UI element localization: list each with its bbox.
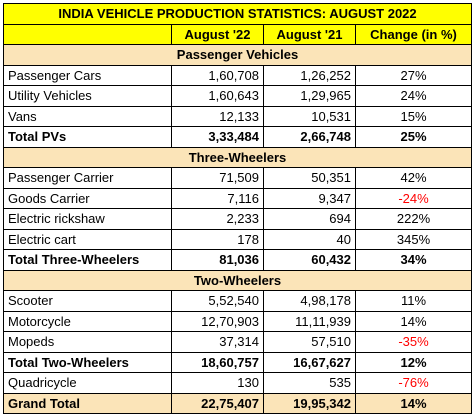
value-aug22: 5,52,540 <box>171 290 264 312</box>
value-change: -24% <box>354 187 473 209</box>
value-aug22: 130 <box>171 372 264 394</box>
grand-total-row: Grand Total 22,75,407 19,95,342 14% <box>3 392 473 414</box>
value-aug21: 16,67,627 <box>263 351 356 373</box>
section-header-row: Two-Wheelers <box>2 269 473 291</box>
value-aug21: 50,351 <box>263 167 356 189</box>
table-row: Goods Carrier 7,116 9,347 -24% <box>3 187 473 209</box>
value-aug21: 694 <box>263 208 356 230</box>
value-change: 15% <box>354 105 473 127</box>
section-header: Two-Wheelers <box>2 269 473 291</box>
value-change: 14% <box>354 310 473 332</box>
value-change: 25% <box>354 126 473 148</box>
value-change: 345% <box>354 228 473 250</box>
row-label: Scooter <box>3 290 172 312</box>
table-row: Mopeds 37,314 57,510 -35% <box>3 331 473 353</box>
value-aug22: 81,036 <box>171 249 264 271</box>
table-row: Passenger Carrier 71,509 50,351 42% <box>3 167 473 189</box>
row-label: Electric cart <box>3 228 172 250</box>
table-row: Electric rickshaw 2,233 694 222% <box>3 208 473 230</box>
value-aug21: 19,95,342 <box>263 392 356 414</box>
row-label: Utility Vehicles <box>3 85 172 107</box>
value-change: 12% <box>354 351 473 373</box>
column-header-row: August '22 August '21 Change (in %) <box>3 23 473 45</box>
total-row: Total Three-Wheelers 81,036 60,432 34% <box>3 249 473 271</box>
production-table: INDIA VEHICLE PRODUCTION STATISTICS: AUG… <box>2 3 473 414</box>
value-aug21: 40 <box>263 228 356 250</box>
value-change: 42% <box>354 167 473 189</box>
table-title-row: INDIA VEHICLE PRODUCTION STATISTICS: AUG… <box>2 3 473 25</box>
value-aug22: 12,70,903 <box>171 310 264 332</box>
section-header-row: Passenger Vehicles <box>2 44 473 66</box>
value-aug21: 11,11,939 <box>263 310 356 332</box>
total-row: Total Two-Wheelers 18,60,757 16,67,627 12% <box>3 351 473 373</box>
value-aug21: 10,531 <box>263 105 356 127</box>
value-change: -35% <box>354 331 473 353</box>
value-aug22: 18,60,757 <box>171 351 264 373</box>
column-header-aug21: August '21 <box>263 23 356 45</box>
value-aug21: 9,347 <box>263 187 356 209</box>
value-change: 34% <box>354 249 473 271</box>
value-change: 27% <box>354 64 473 86</box>
value-change: 14% <box>354 392 473 414</box>
row-label: Grand Total <box>3 392 172 414</box>
section-header: Passenger Vehicles <box>2 44 473 66</box>
section-header: Three-Wheelers <box>2 146 473 168</box>
value-aug22: 2,233 <box>171 208 264 230</box>
value-aug22: 22,75,407 <box>171 392 264 414</box>
table-row: Motorcycle 12,70,903 11,11,939 14% <box>3 310 473 332</box>
table-row: Utility Vehicles 1,60,643 1,29,965 24% <box>3 85 473 107</box>
total-row: Total PVs 3,33,484 2,66,748 25% <box>3 126 473 148</box>
value-change: 222% <box>354 208 473 230</box>
table-row: Electric cart 178 40 345% <box>3 228 473 250</box>
value-aug21: 57,510 <box>263 331 356 353</box>
value-change: 24% <box>354 85 473 107</box>
value-aug22: 178 <box>171 228 264 250</box>
row-label: Total Three-Wheelers <box>3 249 172 271</box>
value-aug21: 1,29,965 <box>263 85 356 107</box>
value-change: -76% <box>354 372 473 394</box>
row-label: Motorcycle <box>3 310 172 332</box>
value-aug21: 60,432 <box>263 249 356 271</box>
value-aug22: 1,60,708 <box>171 64 264 86</box>
table-row: Vans 12,133 10,531 15% <box>3 105 473 127</box>
value-aug21: 2,66,748 <box>263 126 356 148</box>
row-label: Vans <box>3 105 172 127</box>
value-aug22: 3,33,484 <box>171 126 264 148</box>
row-label: Goods Carrier <box>3 187 172 209</box>
row-label: Quadricycle <box>3 372 172 394</box>
row-label: Total Two-Wheelers <box>3 351 172 373</box>
value-aug22: 7,116 <box>171 187 264 209</box>
table-row: Scooter 5,52,540 4,98,178 11% <box>3 290 473 312</box>
row-label: Total PVs <box>3 126 172 148</box>
value-aug21: 1,26,252 <box>263 64 356 86</box>
value-aug22: 37,314 <box>171 331 264 353</box>
value-change: 11% <box>354 290 473 312</box>
column-header-change: Change (in %) <box>354 23 473 45</box>
section-header-row: Three-Wheelers <box>2 146 473 168</box>
column-header-label <box>3 23 172 45</box>
value-aug22: 1,60,643 <box>171 85 264 107</box>
production-table-body: INDIA VEHICLE PRODUCTION STATISTICS: AUG… <box>2 3 473 414</box>
table-row: Passenger Cars 1,60,708 1,26,252 27% <box>3 64 473 86</box>
row-label: Passenger Carrier <box>3 167 172 189</box>
value-aug21: 4,98,178 <box>263 290 356 312</box>
row-label: Passenger Cars <box>3 64 172 86</box>
value-aug22: 12,133 <box>171 105 264 127</box>
value-aug22: 71,509 <box>171 167 264 189</box>
column-header-aug22: August '22 <box>171 23 264 45</box>
quadricycle-row: Quadricycle 130 535 -76% <box>3 372 473 394</box>
row-label: Electric rickshaw <box>3 208 172 230</box>
value-aug21: 535 <box>263 372 356 394</box>
row-label: Mopeds <box>3 331 172 353</box>
table-title: INDIA VEHICLE PRODUCTION STATISTICS: AUG… <box>2 3 473 25</box>
